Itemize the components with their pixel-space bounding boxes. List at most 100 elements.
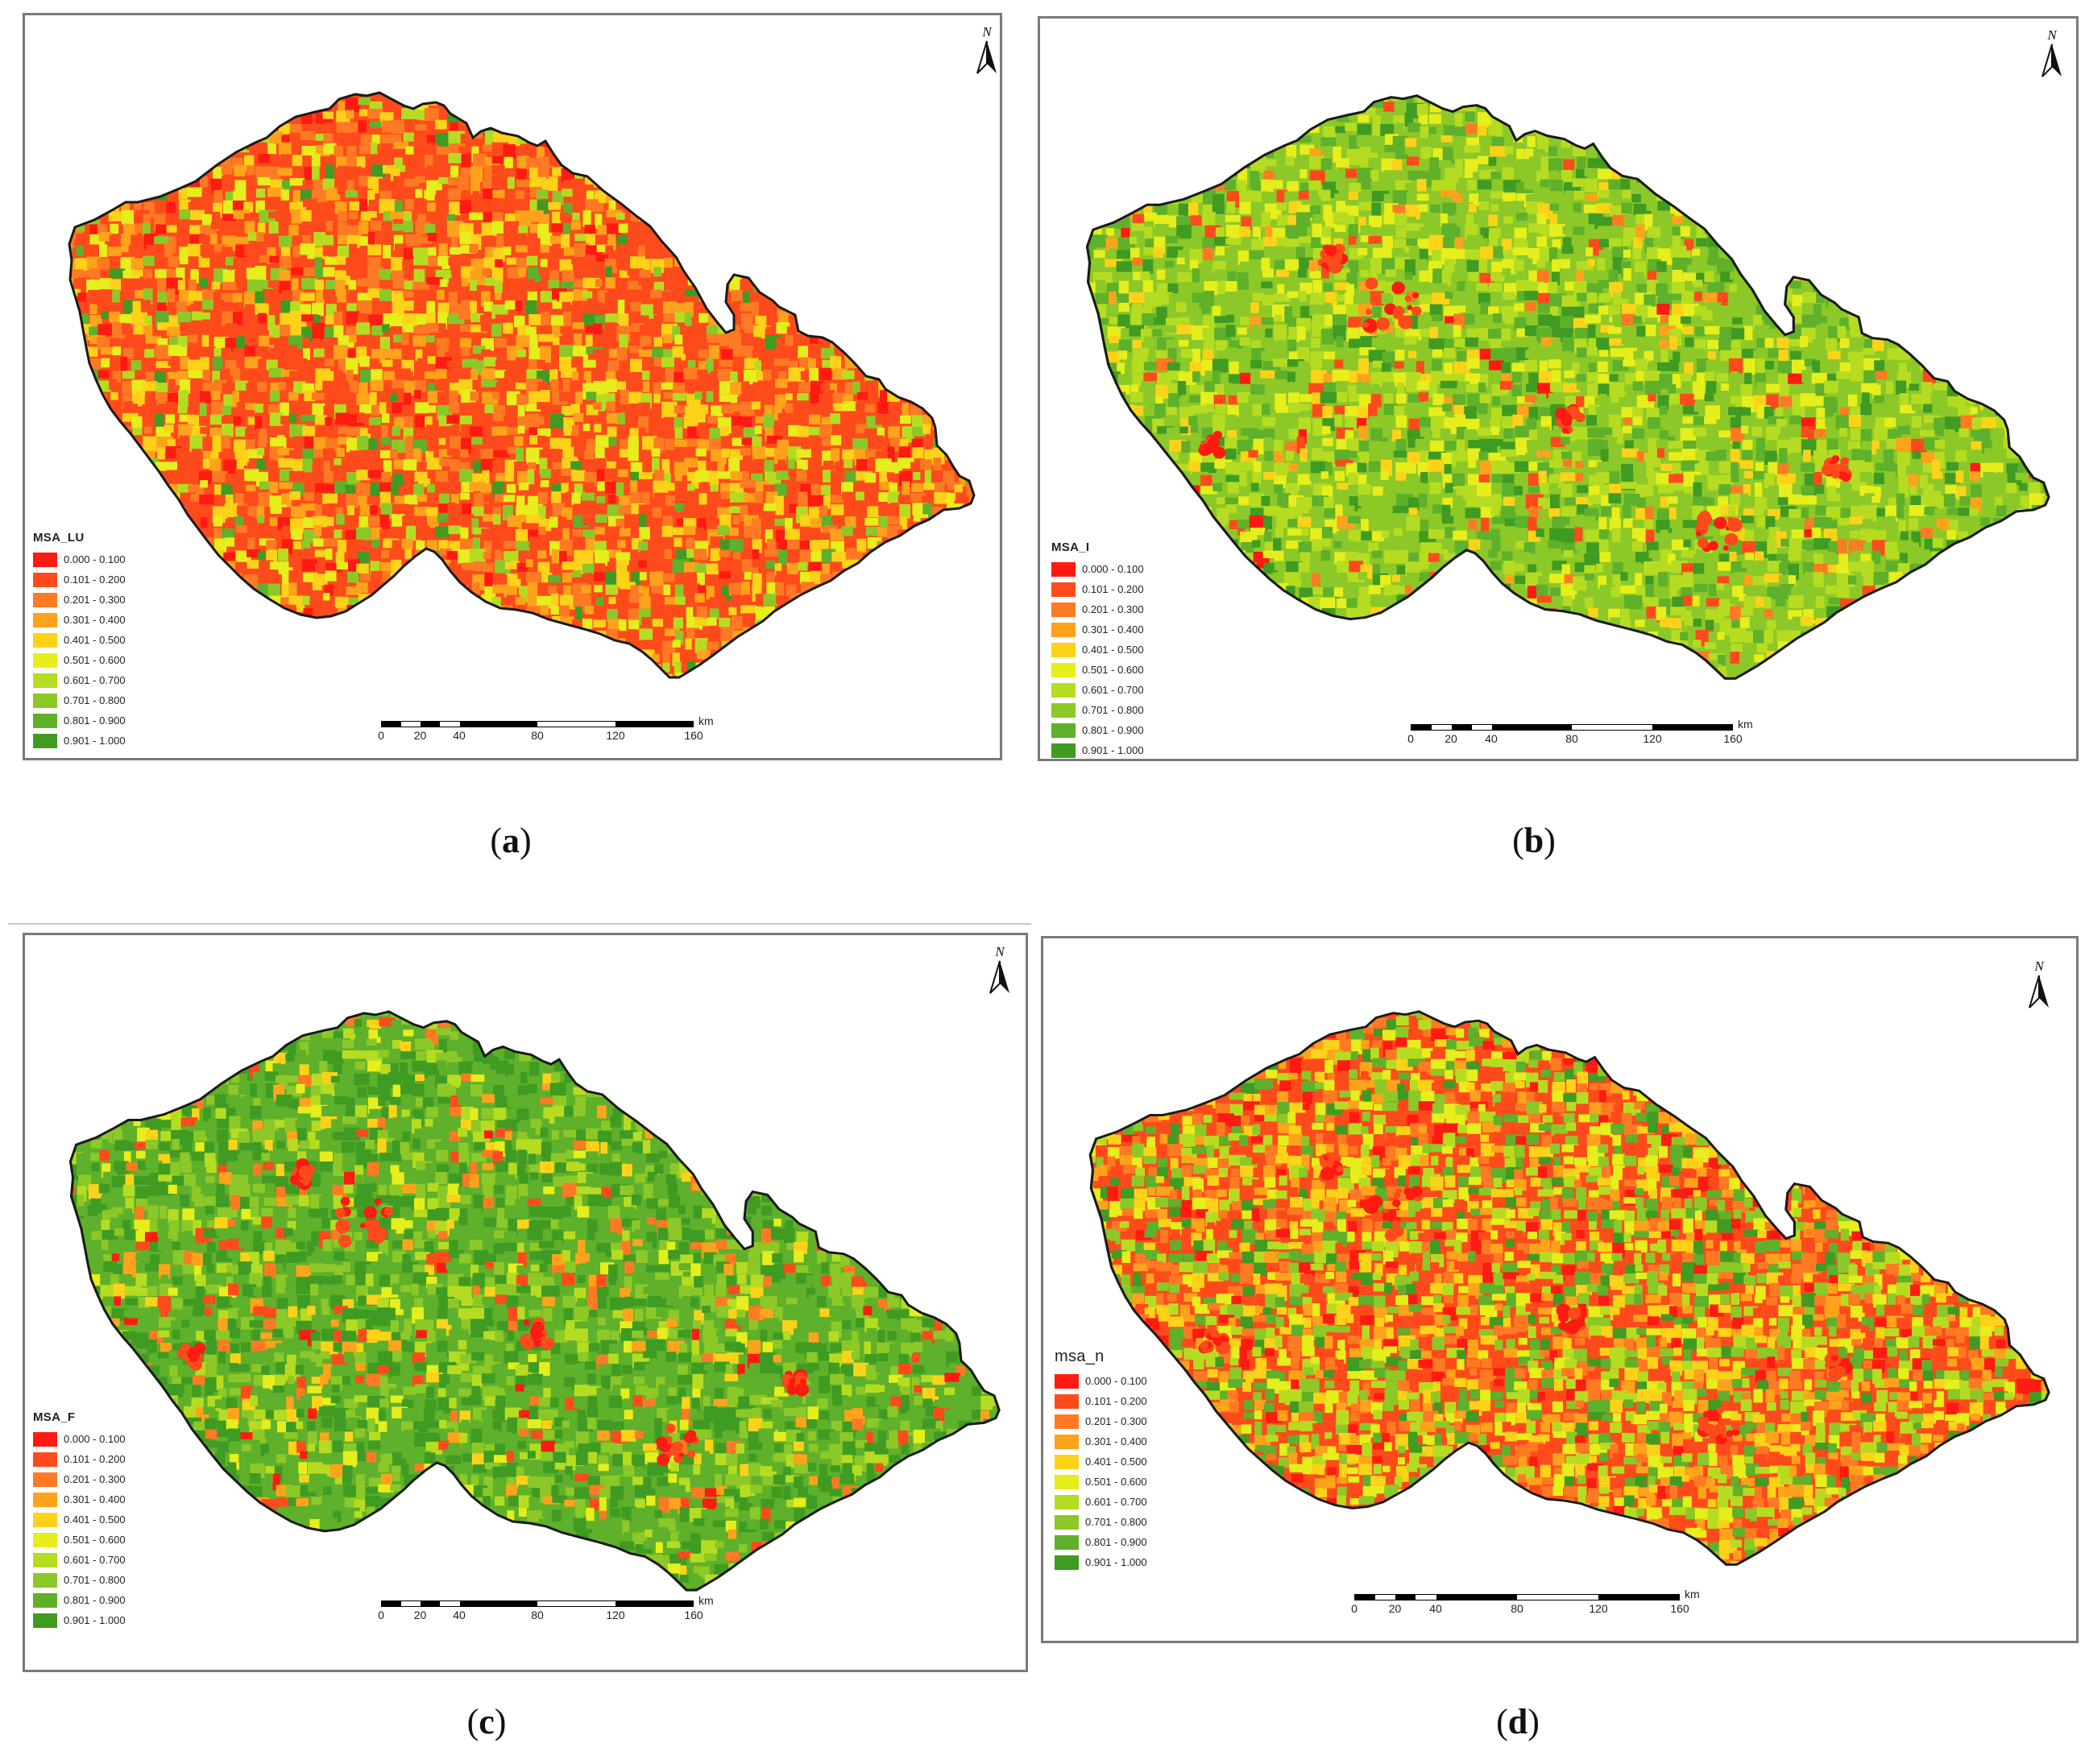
map-cell [754,491,763,503]
map-cell [740,146,752,159]
map-cell [1729,145,1747,155]
map-cell [549,99,564,113]
map-cell [528,673,541,677]
map-cell [323,538,339,547]
map-cell [562,122,573,138]
map-cell [920,627,936,636]
map-cell [335,552,345,565]
map-cell [832,176,846,187]
map-cell [755,606,765,623]
map-cell [460,424,473,441]
map-cell [720,436,734,453]
map-cell [277,93,284,103]
map-cell [346,259,355,275]
map-cell [1565,104,1580,121]
map-cell [304,436,315,451]
map-cell [75,301,86,309]
map-cell [439,548,452,556]
map-cell [585,199,599,213]
map-cell [651,404,665,413]
map-cell [142,517,149,535]
map-cell [334,145,344,157]
map-cell [879,166,895,182]
map-cell [823,661,831,675]
map-cell [853,628,871,644]
map-cell [877,154,892,163]
map-cell [709,233,720,248]
map-cell [473,561,485,572]
map-cell [1874,113,1883,127]
map-cell [131,130,143,139]
map-cell [109,256,124,269]
map-cell [89,481,106,496]
map-cell [1298,95,1306,101]
map-cell [367,277,381,290]
map-cell [741,641,751,649]
map-cell [345,552,358,561]
map-cell [201,595,212,613]
map-cell [946,301,961,310]
map-cell [168,168,176,184]
map-cell [616,199,625,215]
map-cell [550,379,559,391]
map-cell [212,435,222,452]
legend-item: 0.601 - 0.700 [33,670,126,690]
map-cell [605,277,616,289]
map-cell [2019,112,2032,125]
map-cell [74,157,83,167]
map-cell [402,594,414,602]
map-cell [200,427,209,434]
map-cell [673,245,688,256]
map-cell [277,168,292,176]
map-cell [402,652,419,665]
map-cell [233,209,250,219]
map-cell [156,153,172,167]
map-cell [1285,126,1297,139]
map-cell [281,493,292,508]
map-cell [754,458,765,468]
map-cell [878,492,893,502]
map-cell [798,236,816,252]
map-cell [529,314,544,325]
map-cell [426,649,437,659]
map-cell [300,414,317,422]
map-cell [1356,136,1372,147]
map-cell [810,311,823,322]
map-cell [143,381,158,391]
map-cell [1752,95,1767,104]
map-cell [1548,146,1557,157]
map-cell [819,191,836,208]
map-cell [822,245,834,255]
map-cell [831,201,846,215]
map-cell [923,234,931,248]
map-cell [289,449,305,462]
map-cell [167,122,179,136]
map-cell [877,288,890,298]
map-cell [1405,95,1414,106]
map-cell [1610,137,1629,147]
map-cell [526,606,541,613]
map-cell [525,404,541,412]
map-cell [706,505,715,523]
map-cell [1673,100,1685,114]
map-cell [210,222,223,230]
map-cell [69,482,73,491]
map-cell [244,221,255,234]
map-cell [799,357,811,370]
map-cell [887,572,902,590]
map-cell [1320,146,1333,155]
map-cell [379,618,389,627]
map-cell [854,277,872,289]
map-cell [481,639,493,647]
map-cell [1792,102,1809,116]
map-cell [932,538,947,548]
map-cell [2007,155,2020,168]
map-cell [537,416,545,425]
map-cell [213,167,223,180]
map-cell [777,371,787,383]
map-cell [221,435,231,453]
map-cell [931,383,942,398]
map-cell [369,582,379,595]
map-cell [100,289,114,303]
map-cell [446,551,460,560]
